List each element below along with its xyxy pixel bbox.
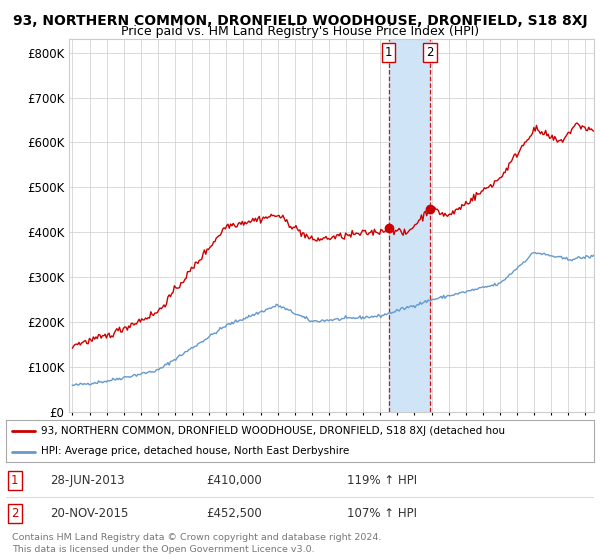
Text: 2: 2 [426,46,434,59]
Text: £452,500: £452,500 [206,507,262,520]
Text: 93, NORTHERN COMMON, DRONFIELD WOODHOUSE, DRONFIELD, S18 8XJ: 93, NORTHERN COMMON, DRONFIELD WOODHOUSE… [13,14,587,28]
Text: 1: 1 [385,46,392,59]
Text: Contains HM Land Registry data © Crown copyright and database right 2024.
This d: Contains HM Land Registry data © Crown c… [12,533,382,554]
Text: 119% ↑ HPI: 119% ↑ HPI [347,474,417,487]
Text: 2: 2 [11,507,19,520]
Text: 107% ↑ HPI: 107% ↑ HPI [347,507,417,520]
Text: 93, NORTHERN COMMON, DRONFIELD WOODHOUSE, DRONFIELD, S18 8XJ (detached hou: 93, NORTHERN COMMON, DRONFIELD WOODHOUSE… [41,426,505,436]
Text: £410,000: £410,000 [206,474,262,487]
Text: 20-NOV-2015: 20-NOV-2015 [50,507,128,520]
Text: 1: 1 [11,474,19,487]
Text: Price paid vs. HM Land Registry's House Price Index (HPI): Price paid vs. HM Land Registry's House … [121,25,479,38]
Bar [389,39,430,412]
Text: HPI: Average price, detached house, North East Derbyshire: HPI: Average price, detached house, Nort… [41,446,350,456]
Text: 28-JUN-2013: 28-JUN-2013 [50,474,125,487]
